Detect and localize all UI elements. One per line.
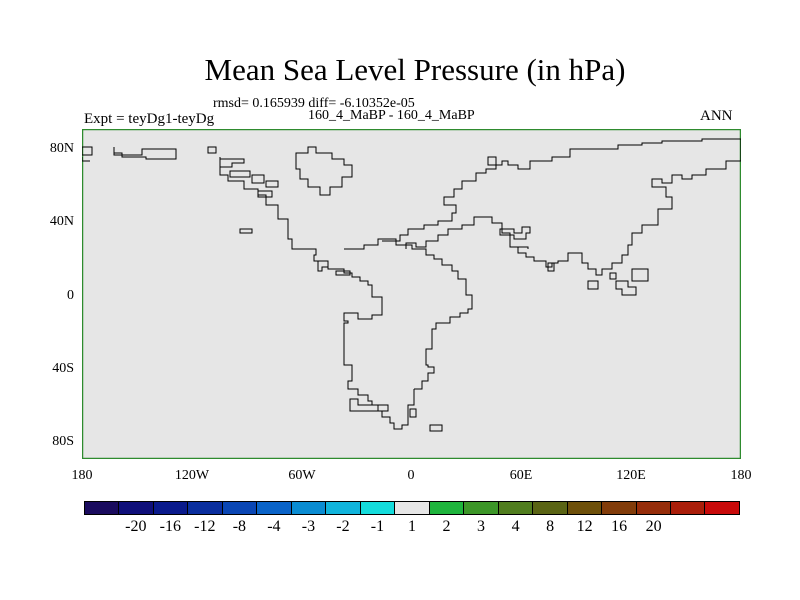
y-tick-label: 80N (49, 141, 74, 156)
colorbar-label: 4 (511, 518, 520, 535)
colorbar-label: -16 (159, 518, 181, 535)
colorbar-box (326, 502, 361, 514)
colorbar-box (395, 502, 430, 514)
colorbar-label: -4 (267, 518, 281, 535)
mediterranean-outline (499, 226, 531, 240)
colorbar-box (670, 502, 706, 514)
x-tick-label: 0 (407, 468, 415, 483)
x-tick-label: 180 (71, 468, 93, 483)
season-label: ANN (700, 108, 733, 124)
svalbard-coastline (487, 156, 497, 166)
greenland-coastline (295, 146, 353, 196)
colorbar-label: 1 (408, 518, 416, 535)
map-panel (82, 129, 741, 459)
case-label: 160_4_MaBP - 160_4_MaBP (308, 108, 475, 123)
colorbar-box (119, 502, 154, 514)
canadian-archipelago (219, 158, 279, 198)
colorbar-box (429, 502, 465, 514)
x-tick-label: 60W (288, 468, 316, 483)
great-lakes-outline (239, 228, 253, 234)
colorbar-label: 12 (576, 518, 593, 535)
stats-label: rmsd= 0.165939 diff= -6.10352e-05 (213, 96, 415, 111)
australia-coastline (349, 398, 389, 412)
colorbar-box (533, 502, 568, 514)
map-background (82, 129, 741, 459)
caribbean-coastline (317, 260, 351, 276)
coastlines (82, 138, 741, 432)
colorbar-box (291, 502, 327, 514)
colorbar-label: 20 (645, 518, 662, 535)
south-island (409, 408, 417, 418)
colorbar-box (602, 502, 637, 514)
caspian-outline (518, 246, 555, 272)
colorbar-box (257, 502, 292, 514)
colorbar-label: 3 (477, 518, 486, 535)
colorbar-box (567, 502, 603, 514)
colorbar-box (636, 502, 671, 514)
plot-title: Mean Sea Level Pressure (in hPa) (204, 52, 626, 87)
colorbar-box (360, 502, 396, 514)
colorbar-box (153, 502, 189, 514)
x-tick-label: 60E (509, 468, 533, 483)
small-island (207, 146, 217, 154)
y-tick-label: 80S (52, 434, 74, 449)
alaska-coastline (82, 146, 93, 162)
colorbar-box (498, 502, 534, 514)
southeast-asia-islands (587, 268, 649, 296)
small-island-south (429, 424, 443, 432)
colorbar-box (222, 502, 258, 514)
colorbar-label: -8 (232, 518, 247, 535)
colorbar-label: -12 (194, 518, 216, 535)
y-tick-label: 40S (52, 361, 74, 376)
arctic-islands-coastline (113, 147, 177, 160)
colorbar-box (188, 502, 223, 514)
eurasia-coastline (382, 138, 741, 276)
y-tick-label: 0 (67, 288, 74, 303)
x-tick-label: 120W (174, 468, 210, 483)
colorbar-label: -3 (301, 518, 316, 535)
colorbar-box (464, 502, 499, 514)
colorbar-label: 2 (442, 518, 451, 535)
south-america-coastline (344, 238, 473, 390)
x-tick-label: 120E (616, 468, 646, 483)
colorbar-label: 8 (546, 518, 555, 535)
colorbar-box (705, 502, 739, 514)
colorbar-label: -20 (125, 518, 147, 535)
expt-label: Expt = teyDg1-teyDg (84, 111, 215, 127)
y-tick-label: 40N (49, 214, 74, 229)
colorbar-box (85, 502, 120, 514)
colorbar-label: -1 (370, 518, 385, 535)
colorbar-label: -2 (336, 518, 350, 535)
colorbar (84, 501, 740, 515)
colorbar-label: 16 (611, 518, 628, 535)
x-tick-label: 180 (730, 468, 752, 483)
